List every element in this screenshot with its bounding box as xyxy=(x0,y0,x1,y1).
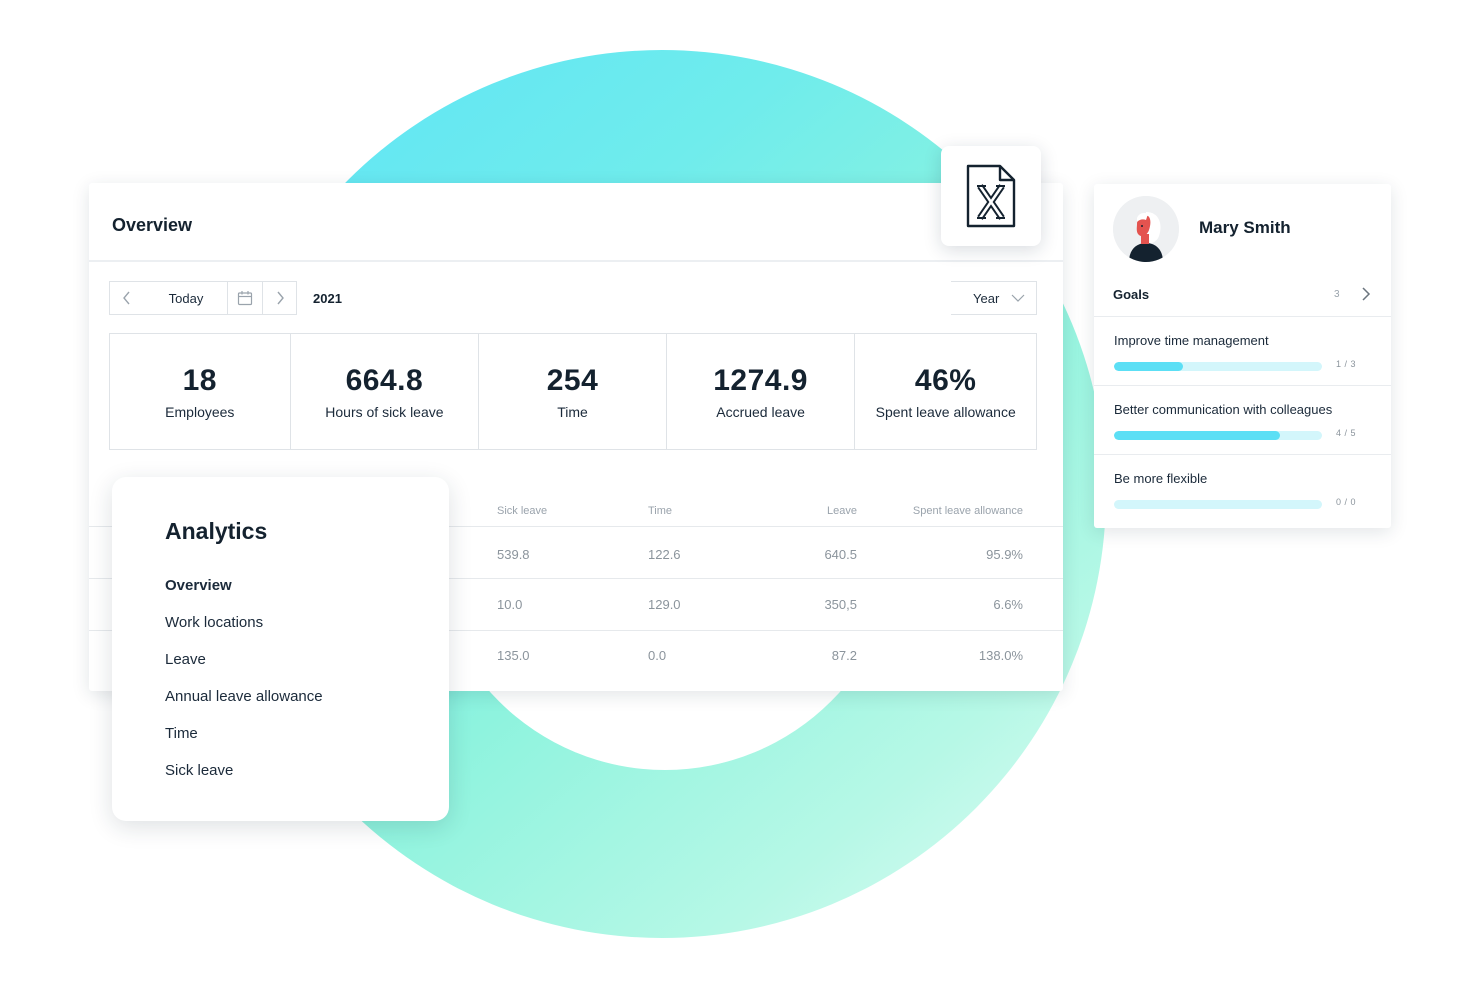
goal-ratio: 4 / 5 xyxy=(1336,428,1357,438)
user-avatar-icon xyxy=(1113,196,1179,262)
goal-progress-fill xyxy=(1114,362,1184,371)
goal-title[interactable]: Improve time management xyxy=(1114,333,1269,348)
export-excel-button[interactable] xyxy=(941,146,1041,246)
stat-value: 254 xyxy=(546,363,599,397)
stat-value: 46% xyxy=(914,363,977,397)
analytics-item-sick-leave[interactable]: Sick leave xyxy=(165,762,234,779)
stat-spent-allowance: 46% Spent leave allowance xyxy=(855,334,1036,449)
goal-ratio: 1 / 3 xyxy=(1336,359,1357,369)
goals-divider xyxy=(1094,454,1391,455)
cell-leave: 640.5 xyxy=(824,547,857,562)
stat-accrued-leave: 1274.9 Accrued leave xyxy=(667,334,856,449)
goal-ratio: 0 / 0 xyxy=(1336,497,1357,507)
cell-time: 122.6 xyxy=(648,547,681,562)
stat-value: 1274.9 xyxy=(713,363,808,397)
profile-goals-panel: Mary Smith Goals 3 Improve time manageme… xyxy=(1094,184,1391,528)
chevron-right-icon xyxy=(276,291,284,305)
cell-leave: 87.2 xyxy=(831,648,857,663)
analytics-title: Analytics xyxy=(165,518,268,544)
goal-progress-fill xyxy=(1114,431,1281,440)
previous-button[interactable] xyxy=(109,281,145,315)
analytics-item-time[interactable]: Time xyxy=(165,725,198,742)
excel-file-icon xyxy=(966,164,1016,228)
goal-progress-bar xyxy=(1114,500,1322,509)
cell-sick-leave: 539.8 xyxy=(497,547,530,562)
header-divider xyxy=(89,260,1063,262)
stat-employees: 18 Employees xyxy=(110,334,291,449)
chevron-right-icon[interactable] xyxy=(1360,286,1372,302)
stat-time: 254 Time xyxy=(479,334,667,449)
column-header-sick-leave[interactable]: Sick leave xyxy=(497,505,548,517)
goals-label: Goals xyxy=(1113,287,1150,302)
goal-progress-bar xyxy=(1114,362,1322,371)
stats-row: 18 Employees 664.8 Hours of sick leave 2… xyxy=(109,333,1037,450)
stat-label: Accrued leave xyxy=(716,403,805,420)
analytics-item-annual-leave-allowance[interactable]: Annual leave allowance xyxy=(165,688,323,705)
table-divider xyxy=(89,526,1063,527)
analytics-item-leave[interactable]: Leave xyxy=(165,651,206,668)
period-select[interactable]: Year xyxy=(951,281,1037,315)
table-divider xyxy=(89,578,1063,579)
analytics-item-work-locations[interactable]: Work locations xyxy=(165,614,264,631)
profile-name: Mary Smith xyxy=(1199,218,1291,237)
goal-title[interactable]: Be more flexible xyxy=(1114,471,1208,486)
column-header-time[interactable]: Time xyxy=(648,505,673,517)
stat-value: 18 xyxy=(182,363,217,397)
column-header-spent-allowance[interactable]: Spent leave allowance xyxy=(912,505,1023,517)
today-button[interactable]: Today xyxy=(144,281,228,315)
cell-time: 0.0 xyxy=(648,648,667,663)
stat-label: Time xyxy=(557,403,588,420)
stat-label: Employees xyxy=(165,403,235,420)
cell-leave: 350,5 xyxy=(824,597,857,612)
goals-count: 3 xyxy=(1334,289,1340,300)
period-value: Year xyxy=(973,290,1000,306)
goal-title[interactable]: Better communication with colleagues xyxy=(1114,402,1333,417)
avatar[interactable] xyxy=(1113,196,1179,262)
next-button[interactable] xyxy=(262,281,297,315)
page-title: Overview xyxy=(112,215,193,235)
column-header-leave[interactable]: Leave xyxy=(827,505,857,517)
chevron-left-icon xyxy=(123,291,130,305)
year-label: 2021 xyxy=(313,291,342,306)
stat-label: Hours of sick leave xyxy=(325,403,444,420)
cell-spent-allowance: 138.0% xyxy=(978,648,1023,663)
calendar-icon xyxy=(237,291,253,306)
analytics-menu: Analytics Overview Work locations Leave … xyxy=(112,477,449,821)
cell-spent-allowance: 6.6% xyxy=(993,597,1023,612)
cell-sick-leave: 10.0 xyxy=(497,597,523,612)
chevron-down-icon xyxy=(1011,294,1025,302)
stat-value: 664.8 xyxy=(345,363,424,397)
goals-divider xyxy=(1094,385,1391,386)
analytics-item-overview[interactable]: Overview xyxy=(165,577,232,594)
goal-progress-bar xyxy=(1114,431,1322,440)
calendar-button[interactable] xyxy=(227,281,263,315)
cell-time: 129.0 xyxy=(648,597,681,612)
cell-sick-leave: 135.0 xyxy=(497,648,530,663)
table-divider xyxy=(89,630,1063,631)
stat-label: Spent leave allowance xyxy=(875,403,1016,420)
stat-sick-leave-hours: 664.8 Hours of sick leave xyxy=(291,334,480,449)
cell-spent-allowance: 95.9% xyxy=(986,547,1023,562)
goals-divider xyxy=(1094,316,1391,317)
